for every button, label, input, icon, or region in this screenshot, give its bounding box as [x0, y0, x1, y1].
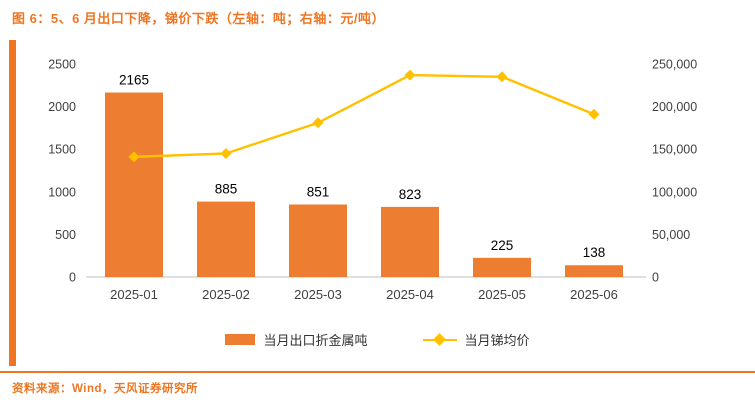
bar-value-label: 225: [491, 238, 514, 253]
x-axis-category-label: 2025-02: [202, 287, 250, 302]
bar-value-label: 138: [583, 245, 606, 260]
left-axis-tick-label: 1000: [48, 185, 76, 199]
bar: [289, 204, 347, 277]
right-axis-tick-label: 50,000: [652, 228, 690, 242]
diamond-marker-icon: [220, 147, 232, 159]
line-swatch-icon: [422, 333, 457, 346]
price-line: [133, 73, 595, 159]
footer-divider: [0, 371, 755, 373]
bar: [473, 257, 531, 277]
diamond-marker-icon: [588, 108, 600, 120]
diamond-marker-icon: [128, 151, 140, 163]
x-axis-category-label: 2025-01: [110, 287, 158, 302]
diamond-marker-icon: [312, 117, 324, 129]
left-axis-tick-label: 1500: [48, 143, 76, 157]
bar-swatch-icon: [225, 334, 256, 345]
right-axis-tick-label: 100,000: [652, 185, 697, 199]
right-axis-tick-label: 0: [652, 271, 659, 285]
bar: [381, 206, 439, 277]
left-axis-tick-label: 0: [69, 271, 76, 285]
left-axis-tick-label: 2000: [48, 100, 76, 114]
bar: [565, 265, 623, 277]
right-axis-tick-label: 200,000: [652, 100, 697, 114]
left-axis-tick-label: 500: [55, 228, 76, 242]
x-axis-category-label: 2025-05: [478, 287, 526, 302]
legend-label-exports: 当月出口折金属吨: [263, 333, 368, 348]
legend-item-exports: 当月出口折金属吨: [225, 330, 368, 349]
x-axis-category-label: 2025-04: [386, 287, 434, 302]
legend-item-price: 当月锑均价: [422, 330, 530, 349]
diamond-marker-icon: [496, 71, 508, 83]
x-axis-category-label: 2025-06: [570, 287, 618, 302]
left-accent-bar: [9, 40, 16, 366]
bar-value-label: 823: [399, 187, 422, 202]
chart-legend: 当月出口折金属吨 当月锑均价: [0, 330, 755, 349]
left-axis-tick-label: 2500: [48, 58, 76, 72]
diamond-marker-icon: [433, 333, 446, 346]
legend-label-price: 当月锑均价: [464, 333, 530, 348]
bar: [197, 201, 255, 277]
right-axis-tick-label: 250,000: [652, 58, 697, 72]
chart-canvas: 0 500 1000 1500 2000 2500 0 50,000 100,000 150,00…: [48, 58, 697, 303]
bar: [105, 92, 163, 278]
source-note: 资料来源：Wind，天风证券研究所: [12, 383, 198, 395]
bar-value-label: 885: [215, 182, 238, 197]
bar-value-label: 2165: [119, 73, 149, 88]
right-axis-tick-label: 150,000: [652, 143, 697, 157]
x-axis-category-label: 2025-03: [294, 287, 342, 302]
bar-value-label: 851: [307, 184, 330, 199]
diamond-marker-icon: [404, 69, 416, 81]
chart-title: 图 6：5、6 月出口下降，锑价下跌（左轴：吨；右轴：元/吨）: [12, 11, 386, 26]
